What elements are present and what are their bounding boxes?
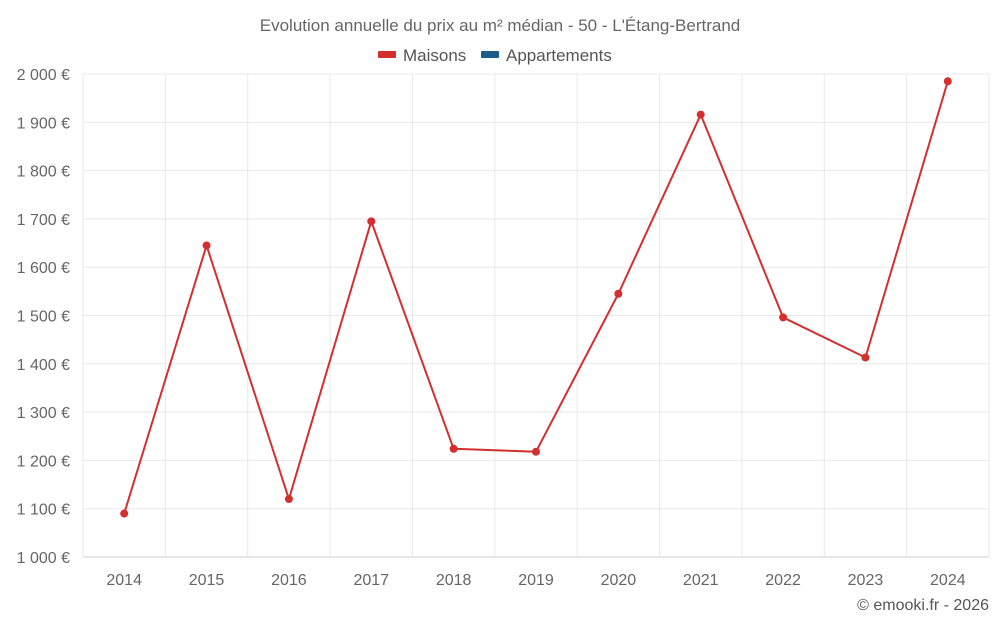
y-tick-label: 1 400 € xyxy=(17,357,70,374)
data-point-maisons-2016[interactable] xyxy=(284,495,293,504)
grid xyxy=(82,73,990,558)
y-tick-label: 1 800 € xyxy=(17,164,70,181)
y-tick-label: 1 100 € xyxy=(17,502,70,519)
x-tick-label: 2016 xyxy=(271,572,307,589)
legend-label-maisons[interactable]: Maisons xyxy=(403,46,466,65)
x-axis: 2014 2015 2016 2017 2018 2019 2020 2021 2022 2023… xyxy=(106,572,965,589)
x-tick-label: 2018 xyxy=(436,572,472,589)
x-tick-label: 2024 xyxy=(930,572,966,589)
data-point-maisons-2014[interactable] xyxy=(120,509,129,518)
chart-title: Evolution annuelle du prix au m² médian … xyxy=(260,16,740,35)
credit-text: © emooki.fr - 2026 xyxy=(857,597,989,614)
data-point-maisons-2023[interactable] xyxy=(861,353,870,362)
data-point-maisons-2017[interactable] xyxy=(367,217,376,226)
data-point-maisons-2019[interactable] xyxy=(532,447,540,456)
y-tick-label: 1 900 € xyxy=(17,115,70,132)
y-tick-label: 1 700 € xyxy=(17,212,70,229)
x-tick-label: 2021 xyxy=(683,572,719,589)
x-tick-label: 2015 xyxy=(189,572,225,589)
legend: Maisons Appartements xyxy=(378,46,612,65)
data-point-maisons-2021[interactable] xyxy=(696,110,705,119)
data-point-maisons-2018[interactable] xyxy=(449,444,458,453)
legend-label-appartements[interactable]: Appartements xyxy=(506,46,612,65)
x-tick-label: 2014 xyxy=(106,572,142,589)
y-tick-label: 1 200 € xyxy=(17,453,70,470)
x-tick-label: 2017 xyxy=(353,572,389,589)
data-point-maisons-2024[interactable] xyxy=(943,77,952,86)
y-tick-label: 1 300 € xyxy=(17,405,70,422)
data-point-maisons-2020[interactable] xyxy=(614,289,623,298)
x-tick-label: 2022 xyxy=(765,572,801,589)
legend-swatch-maisons xyxy=(378,51,396,58)
data-point-maisons-2022[interactable] xyxy=(779,313,788,322)
y-tick-label: 1 000 € xyxy=(17,550,70,567)
y-tick-label: 1 500 € xyxy=(17,309,70,326)
x-tick-label: 2023 xyxy=(848,572,884,589)
legend-swatch-appartements xyxy=(481,51,499,58)
series-maisons xyxy=(120,77,952,518)
x-tick-label: 2020 xyxy=(601,572,637,589)
y-axis: 1 000 € 1 100 € 1 200 € 1 300 € 1 400 € 1 500… xyxy=(17,67,70,567)
y-tick-label: 2 000 € xyxy=(17,67,70,84)
data-point-maisons-2015[interactable] xyxy=(202,241,211,250)
x-tick-label: 2019 xyxy=(518,572,554,589)
y-tick-label: 1 600 € xyxy=(17,260,70,277)
